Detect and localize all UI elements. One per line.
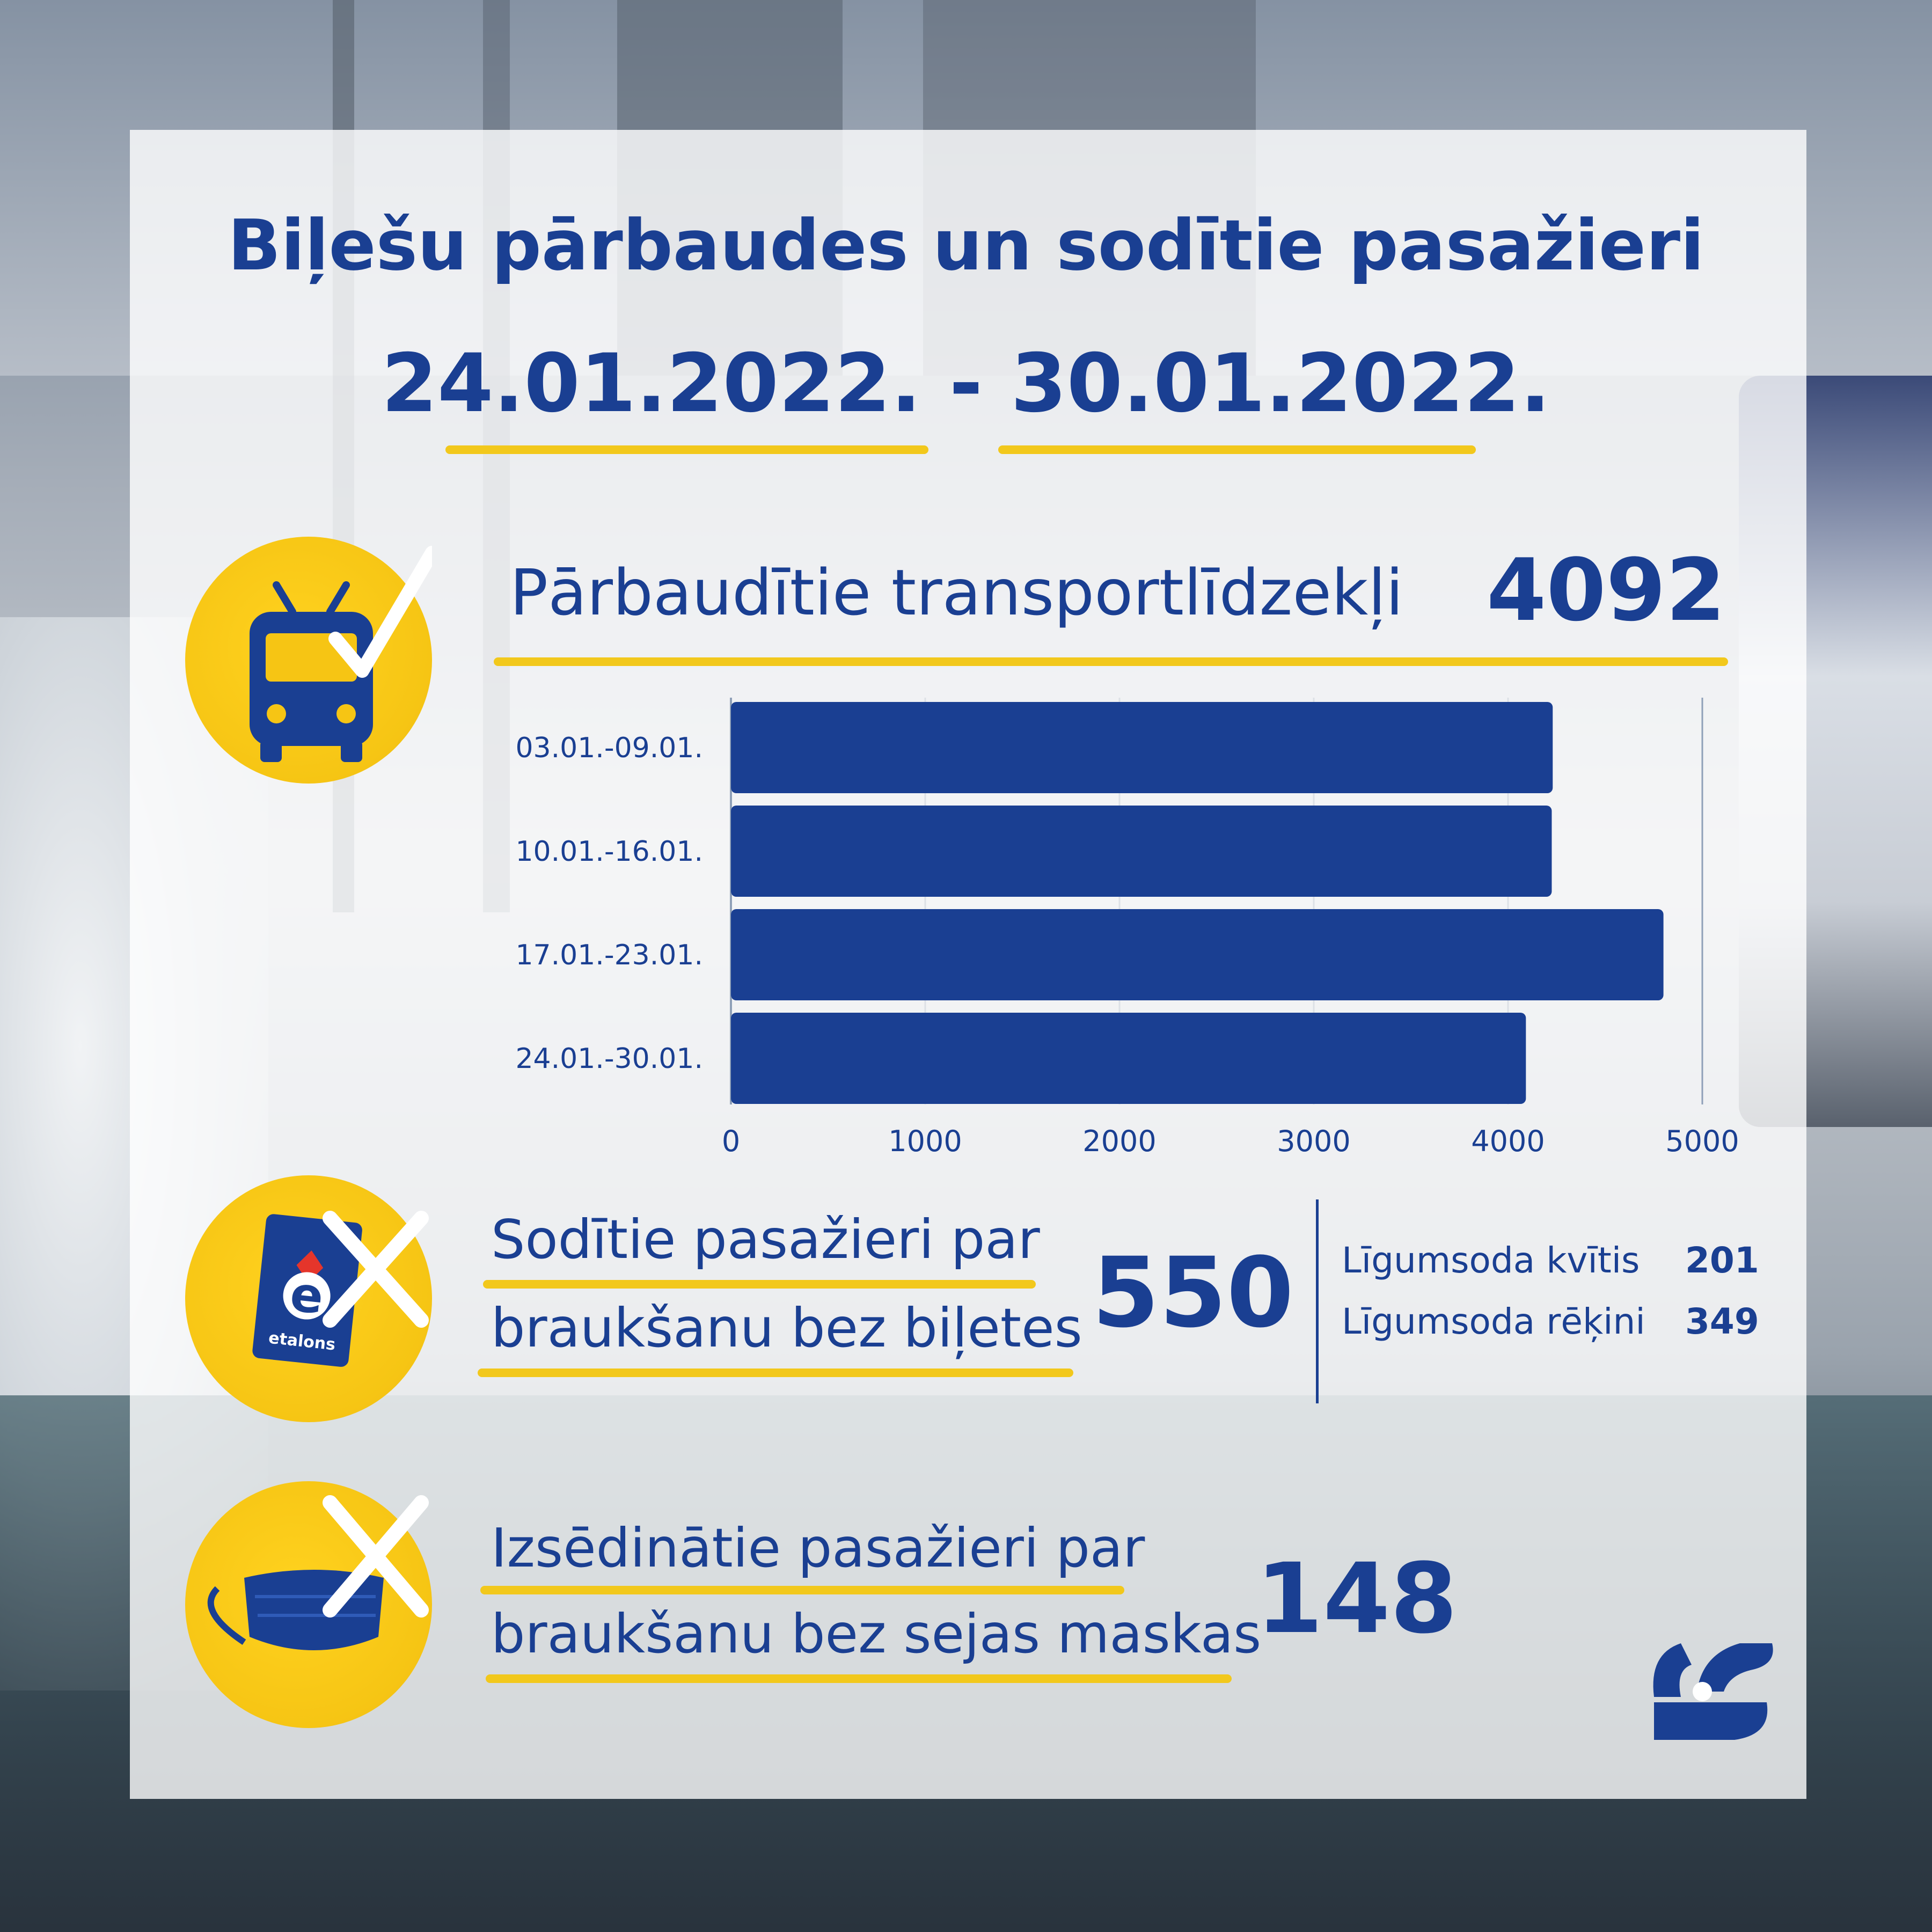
x-tick-label: 0 xyxy=(722,1124,740,1158)
svg-text:e: e xyxy=(288,1266,326,1326)
face-mask-cross-icon xyxy=(185,1481,432,1728)
title-underline-right xyxy=(998,445,1476,454)
bar xyxy=(731,1013,1526,1104)
category-label: 17.01.-23.01. xyxy=(515,939,703,971)
fined-underline-1 xyxy=(483,1280,1036,1289)
fined-value: 550 xyxy=(1092,1237,1294,1349)
bar xyxy=(731,909,1664,1000)
trolleybus-check-icon xyxy=(185,537,432,784)
x-tick-label: 1000 xyxy=(888,1124,962,1158)
title-underline-left xyxy=(445,445,928,454)
removed-value: 148 xyxy=(1256,1543,1458,1655)
bar xyxy=(731,702,1553,793)
fined-breakdown-label-2: Līgumsoda rēķini xyxy=(1342,1301,1645,1342)
fined-label-line2: braukšanu bez biļetes xyxy=(491,1297,1082,1359)
fined-underline-2 xyxy=(478,1368,1073,1377)
fined-label-line1: Sodītie pasažieri par xyxy=(491,1208,1040,1271)
removed-underline-1 xyxy=(480,1586,1124,1594)
x-tick-label: 2000 xyxy=(1082,1124,1156,1158)
x-tick-label: 5000 xyxy=(1665,1124,1739,1158)
date-range: 24.01.2022. - 30.01.2022. xyxy=(381,337,1551,430)
vehicles-label: Pārbaudītie transportlīdzekļi xyxy=(510,555,1403,630)
fined-breakdown-value-2: 349 xyxy=(1685,1301,1759,1342)
page-title: Biļešu pārbaudes un sodītie pasažieri xyxy=(228,204,1704,286)
etalons-card-cross-icon: e etalons xyxy=(185,1175,432,1422)
x-tick-label: 4000 xyxy=(1471,1124,1545,1158)
category-label: 24.01.-30.01. xyxy=(515,1043,703,1075)
x-tick-label: 3000 xyxy=(1277,1124,1350,1158)
fined-divider xyxy=(1316,1199,1319,1403)
rigas-satiksme-logo-icon xyxy=(1653,1643,1773,1740)
fined-breakdown-label-1: Līgumsoda kvītis xyxy=(1342,1240,1640,1281)
vehicles-value: 4092 xyxy=(1487,540,1726,640)
removed-label-line1: Izsēdinātie pasažieri par xyxy=(491,1517,1145,1579)
category-label: 03.01.-09.01. xyxy=(515,732,703,764)
removed-label-line2: braukšanu bez sejas maskas xyxy=(491,1602,1262,1665)
bar xyxy=(731,806,1552,897)
category-label: 10.01.-16.01. xyxy=(515,836,703,868)
vehicles-underline xyxy=(494,657,1728,666)
removed-underline-2 xyxy=(486,1674,1232,1683)
fined-breakdown-value-1: 201 xyxy=(1685,1240,1759,1281)
